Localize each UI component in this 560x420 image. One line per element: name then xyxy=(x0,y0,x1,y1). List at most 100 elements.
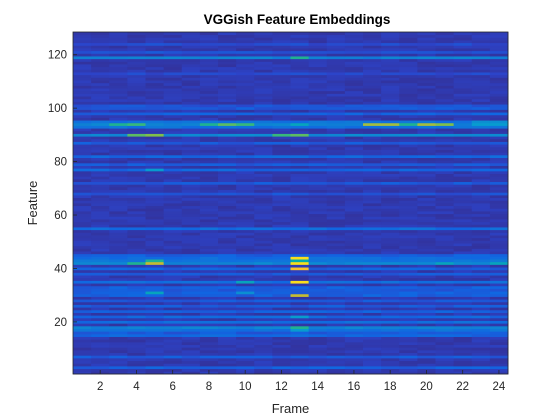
heatmap-cell-f82-x9 xyxy=(218,154,237,158)
heatmap-cell-f85-x3 xyxy=(109,146,128,150)
heatmap-cell-f34-x11 xyxy=(254,283,273,287)
heatmap-cell-f103-x9 xyxy=(218,98,237,102)
heatmap-cell-f94-x7 xyxy=(181,122,201,126)
heatmap-cell-f71-x21 xyxy=(435,184,455,188)
heatmap-cell-f102-x11 xyxy=(254,101,273,105)
heatmap-cell-f35-x10 xyxy=(236,280,255,284)
heatmap-cell-f116-x18 xyxy=(381,64,400,68)
heatmap-cell-f86-x5 xyxy=(145,144,165,148)
heatmap-cell-f98-x2 xyxy=(91,112,110,116)
heatmap-cell-f6-x8 xyxy=(199,357,219,362)
heatmap-cell-f25-x9 xyxy=(218,307,237,311)
heatmap-cell-f102-x7 xyxy=(181,101,201,105)
heatmap-cell-f74-x22 xyxy=(453,176,473,180)
heatmap-cell-f58-x6 xyxy=(163,219,183,223)
heatmap-cell-f79-x17 xyxy=(363,162,382,166)
heatmap-cell-f20-x3 xyxy=(109,320,128,324)
heatmap-cell-f67-x9 xyxy=(218,194,237,199)
heatmap-cell-f69-x3 xyxy=(109,189,128,193)
heatmap-cell-f107-x5 xyxy=(145,88,165,92)
heatmap-cell-f106-x21 xyxy=(435,90,455,94)
heatmap-cell-f123-x19 xyxy=(399,45,418,49)
heatmap-cell-f48-x3 xyxy=(109,245,128,249)
heatmap-cell-f9-x10 xyxy=(236,349,255,354)
heatmap-cell-f77-x11 xyxy=(254,168,273,172)
heatmap-cell-f108-x5 xyxy=(145,85,165,89)
heatmap-cell-f83-x11 xyxy=(254,152,273,156)
heatmap-cell-f67-x19 xyxy=(399,194,418,199)
heatmap-cell-f119-x14 xyxy=(308,56,328,60)
heatmap-cell-f68-x16 xyxy=(344,192,364,196)
heatmap-cell-f107-x16 xyxy=(344,88,364,92)
heatmap-cell-f111-x17 xyxy=(363,77,382,81)
heatmap-cell-f51-x7 xyxy=(181,237,201,241)
heatmap-cell-f80-x4 xyxy=(127,160,146,164)
heatmap-cell-f74-x11 xyxy=(254,176,273,180)
heatmap-cell-f91-x5 xyxy=(145,130,165,134)
heatmap-cell-f60-x10 xyxy=(236,213,255,217)
heatmap-cell-f58-x8 xyxy=(199,219,219,223)
heatmap-cell-f18-x2 xyxy=(91,325,110,329)
heatmap-cell-f13-x18 xyxy=(381,339,400,343)
heatmap-cell-f70-x19 xyxy=(399,186,418,191)
heatmap-cell-f99-x9 xyxy=(218,109,237,113)
heatmap-cell-f106-x7 xyxy=(181,90,201,94)
heatmap-cell-f53-x3 xyxy=(109,232,128,236)
heatmap-cell-f66-x20 xyxy=(417,197,436,201)
heatmap-cell-f102-x17 xyxy=(363,101,382,105)
heatmap-cell-f82-x6 xyxy=(163,154,183,158)
heatmap-cell-f32-x16 xyxy=(344,288,364,292)
heatmap-cell-f16-x6 xyxy=(163,331,183,335)
heatmap-cell-f123-x6 xyxy=(163,45,183,49)
heatmap-cell-f53-x9 xyxy=(218,232,237,236)
heatmap-cell-f52-x9 xyxy=(218,235,237,239)
heatmap-cell-f24-x5 xyxy=(145,309,165,313)
heatmap-cell-f85-x2 xyxy=(91,146,110,150)
heatmap-cell-f70-x23 xyxy=(471,186,491,191)
heatmap-cell-f96-x6 xyxy=(163,117,183,121)
heatmap-cell-f78-x18 xyxy=(381,165,400,169)
heatmap-cell-f64-x5 xyxy=(145,203,165,207)
heatmap-cell-f65-x7 xyxy=(181,200,201,204)
heatmap-cell-f40-x3 xyxy=(109,267,128,271)
heatmap-cell-f45-x12 xyxy=(272,253,291,257)
heatmap-cell-f45-x13 xyxy=(290,253,310,257)
heatmap-cell-f81-x21 xyxy=(435,157,455,161)
heatmap-cell-f58-x24 xyxy=(489,219,509,223)
heatmap-cell-f53-x18 xyxy=(381,232,400,236)
heatmap-cell-f24-x3 xyxy=(109,309,128,313)
heatmap-cell-f118-x12 xyxy=(272,58,291,62)
heatmap-cell-f22-x13 xyxy=(290,315,310,319)
heatmap-cell-f128-x5 xyxy=(145,32,165,36)
heatmap-cell-f49-x24 xyxy=(489,243,509,247)
heatmap-cell-f27-x16 xyxy=(344,301,364,305)
heatmap-cell-f34-x12 xyxy=(272,283,291,287)
heatmap-cell-f123-x21 xyxy=(435,45,455,49)
heatmap-cell-f103-x5 xyxy=(145,98,165,102)
heatmap-cell-f71-x10 xyxy=(236,184,255,188)
heatmap-cell-f11-x19 xyxy=(399,344,418,348)
heatmap-cell-f64-x17 xyxy=(363,203,382,207)
heatmap-cell-f48-x24 xyxy=(489,245,509,249)
heatmap-cell-f117-x8 xyxy=(199,61,219,65)
heatmap-cell-f67-x10 xyxy=(236,194,255,199)
heatmap-cell-f104-x21 xyxy=(435,96,455,100)
heatmap-cell-f120-x13 xyxy=(290,53,310,57)
heatmap-cell-f77-x9 xyxy=(218,168,237,172)
heatmap-cell-f55-x2 xyxy=(91,227,110,231)
heatmap-cell-f89-x18 xyxy=(381,136,400,140)
heatmap-cell-f83-x1 xyxy=(73,152,92,156)
heatmap-cell-f46-x16 xyxy=(344,251,364,255)
heatmap-cell-f86-x2 xyxy=(91,144,110,148)
heatmap-cell-f4-x2 xyxy=(91,363,110,367)
heatmap-cell-f21-x10 xyxy=(236,317,255,321)
heatmap-cell-f120-x3 xyxy=(109,53,128,57)
heatmap-cell-f79-x2 xyxy=(91,162,110,166)
heatmap-cell-f12-x18 xyxy=(381,341,400,346)
heatmap-cell-f79-x22 xyxy=(453,162,473,166)
y-axis-label: Feature xyxy=(25,181,40,226)
heatmap-cell-f39-x11 xyxy=(254,269,273,273)
heatmap-cell-f10-x8 xyxy=(199,347,219,351)
heatmap-cell-f113-x7 xyxy=(181,72,201,76)
heatmap-cell-f11-x18 xyxy=(381,344,400,348)
